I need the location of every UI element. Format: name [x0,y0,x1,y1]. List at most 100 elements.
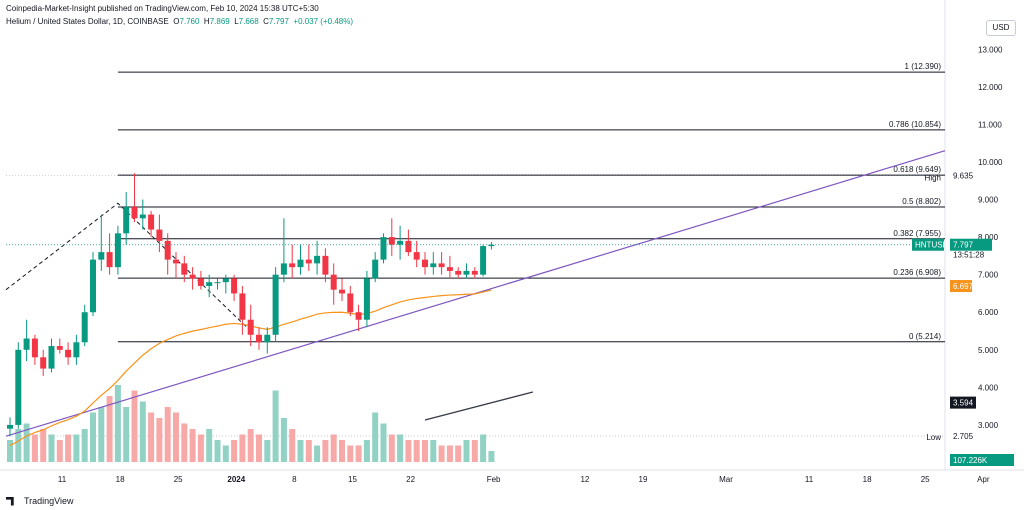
x-tick-label: 8 [292,475,297,484]
volume-bar [380,423,387,462]
volume-bar [413,440,420,462]
low-value-badge-bg [950,430,976,443]
y-tick-label: 10.000 [978,158,1003,167]
x-tick-label: 25 [174,475,183,484]
candle-body [388,237,395,245]
volume-bar [363,440,370,462]
candle-body [239,293,246,320]
volume-bar [289,429,296,462]
change-value: +0.037 (+0.48%) [293,17,353,26]
volume-bar [422,440,428,462]
volume-bar [73,434,80,462]
candle-body [56,346,63,350]
x-tick-label: 15 [348,475,357,484]
brand-name: TradingView [24,496,74,506]
y-tick-label: 4.000 [978,383,999,392]
volume-bar [372,412,379,462]
volume-bar [106,396,113,462]
tradingview-footer: TradingView [6,496,74,506]
volume-bar [131,390,138,462]
low-value: 7.668 [238,17,259,26]
x-tick-label: Mar [719,475,733,484]
candle-body [330,274,337,290]
volume-bar [173,412,179,462]
candle-body [289,263,296,268]
volume-bar [388,434,395,462]
volume-bar [206,429,213,462]
volume-bar [405,440,412,462]
candle-body [438,263,445,268]
x-tick-label: Apr [977,475,990,484]
x-tick-label: 18 [116,475,125,484]
candle-body [156,229,163,241]
symbol-legend: Helium / United States Dollar, 1D, COINB… [6,17,353,26]
volume-bar [455,445,462,462]
volume-bar [272,390,279,462]
volume-bar [15,429,22,462]
volume-bar [98,407,105,462]
candle-body [106,252,113,268]
candle-body [397,240,404,245]
tradingview-logo-icon [6,496,14,506]
swing-dash-line [5,202,252,332]
currency-button[interactable]: USD [986,20,1016,36]
last-price-badge-bg [950,238,992,251]
volume-bar [305,440,312,462]
volume-bar [347,445,354,462]
volume-bar [239,434,246,462]
candle-body [463,270,470,275]
high-value-badge-bg [950,169,976,182]
volume-bar [197,434,204,462]
volume-bar [139,401,146,462]
low-value-badge: 2.705 [953,432,974,441]
candle-body [422,259,428,268]
candle-body [98,252,105,260]
candle-body [322,255,329,275]
volume-bar [114,385,121,462]
x-tick-label: 2024 [227,475,245,484]
candle-body [480,246,487,275]
volume-bar [40,429,47,462]
candle-body [339,289,345,294]
volume-bar [56,440,63,462]
candle-body [48,346,55,369]
candle-body [488,244,495,247]
fib-level-label: 0.786 (10.854) [889,120,941,129]
marker-value-badge: 3.594 [953,399,974,408]
volume-bar [247,429,254,462]
volume-bar [446,445,453,462]
volume-bar [438,445,445,462]
candle-body [197,278,204,286]
candle-body [7,424,13,429]
fib-level-label: 0.382 (7.955) [893,229,941,238]
candle-body [31,338,38,358]
x-tick-label: 22 [406,475,415,484]
volume-bar [214,440,221,462]
candle-body [355,312,362,320]
candle-body [347,293,354,313]
candle-body [189,274,196,279]
x-tick-label: 25 [921,475,930,484]
y-tick-label: 13.000 [978,45,1003,54]
candle-body [455,270,462,275]
volume-bar [471,440,478,462]
fib-level-label: 0.5 (8.802) [902,197,941,206]
candle-body [446,267,453,271]
x-tick-label: 19 [639,475,648,484]
volume-bar [339,440,345,462]
volume-bar [189,429,196,462]
ema-value-badge-bg [950,280,972,293]
fib-level-label: 0 (5.214) [909,332,941,341]
last-price-badge: 7.797 [953,241,974,250]
candle-body [123,207,130,234]
volume-bar [156,418,163,462]
symbol-description: Helium / United States Dollar, 1D, COINB… [6,17,169,26]
candle-body [173,259,179,264]
candle-body [413,252,420,260]
candle-body [114,233,121,268]
y-tick-label: 5.000 [978,346,999,355]
candle-body [231,278,238,294]
volume-bar [430,440,437,462]
x-tick-label: 11 [58,475,67,484]
